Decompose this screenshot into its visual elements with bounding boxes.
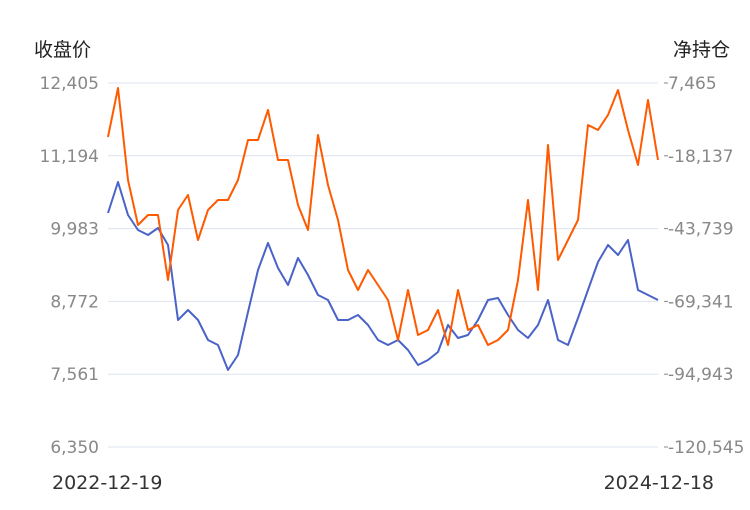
right-tick-label: -43,739	[668, 220, 734, 240]
left-axis-title: 收盘价	[34, 39, 91, 61]
left-tick-label: 8,772	[50, 292, 99, 312]
right-tick-label: 7,465	[668, 74, 717, 94]
close-price-line	[107, 181, 659, 371]
left-tick-label: 11,194	[40, 147, 99, 167]
left-tick-label: 9,983	[50, 220, 99, 240]
net-position-line	[107, 87, 659, 346]
left-tick-label: 6,350	[50, 438, 99, 458]
x-tick-start: 2022-12-19	[52, 472, 162, 494]
right-tick-label: -18,137	[668, 147, 734, 167]
left-tick-label: 7,561	[50, 365, 99, 385]
right-tick-label: -94,943	[668, 365, 734, 385]
right-axis-title: 净持仓	[673, 39, 730, 61]
x-tick-end: 2024-12-18	[604, 472, 714, 494]
right-tick-label: -69,341	[668, 292, 734, 312]
right-tick-label: -120,545	[668, 438, 744, 458]
left-tick-label: 12,405	[40, 74, 99, 94]
